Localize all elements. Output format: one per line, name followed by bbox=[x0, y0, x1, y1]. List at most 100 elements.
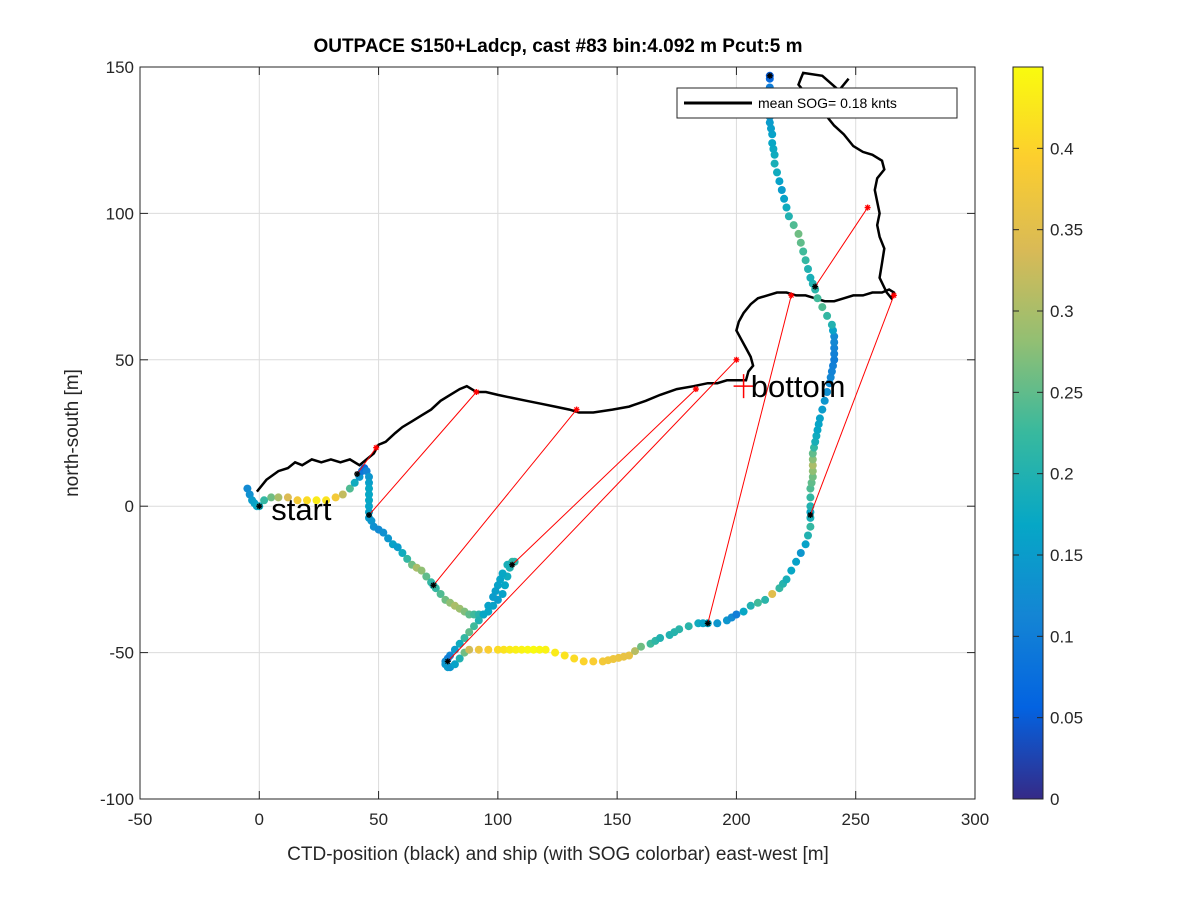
ship-track-point bbox=[384, 534, 393, 543]
ship-track-point bbox=[260, 496, 269, 505]
ship-track-point bbox=[799, 247, 808, 256]
ship-track-point bbox=[804, 265, 812, 273]
plot-frame bbox=[139, 66, 976, 800]
x-tick-label: 150 bbox=[603, 810, 631, 829]
ship-track-point bbox=[823, 388, 832, 396]
ctd-marker bbox=[354, 471, 360, 477]
ship-track-point bbox=[365, 490, 373, 499]
bottom-marker bbox=[733, 374, 754, 399]
ship-track-point bbox=[501, 581, 509, 590]
ship-track-point bbox=[455, 639, 464, 648]
ship-track-point bbox=[761, 595, 770, 604]
ctd-marker bbox=[445, 658, 451, 665]
ship-track-point bbox=[484, 645, 493, 654]
ship-track-point bbox=[589, 657, 598, 666]
ship-track-point bbox=[365, 484, 373, 493]
ship-track-point bbox=[379, 528, 388, 537]
ctd-track-line bbox=[255, 71, 896, 493]
ship-track-point bbox=[398, 549, 407, 557]
ship-track-point bbox=[551, 648, 560, 657]
ship-track-point bbox=[806, 493, 815, 502]
ship-track-point bbox=[499, 645, 508, 654]
link-line bbox=[814, 207, 869, 287]
plot-area bbox=[243, 71, 897, 672]
ship-track-point bbox=[517, 645, 526, 654]
ctd-marker bbox=[705, 620, 711, 626]
ship-track-point bbox=[787, 566, 796, 575]
link-line bbox=[511, 388, 697, 566]
link-line bbox=[356, 447, 377, 475]
ship-track-point bbox=[338, 490, 347, 499]
ship-track-point bbox=[474, 645, 483, 654]
ship-track-point bbox=[794, 229, 803, 238]
ship-track-point bbox=[804, 531, 812, 540]
ship-track-point bbox=[820, 396, 829, 405]
ship-track-point bbox=[713, 619, 722, 628]
ship-track-point bbox=[465, 628, 474, 637]
ship-track-point bbox=[560, 651, 569, 660]
ship-track-point bbox=[493, 645, 502, 654]
colorbar-tick-label: 0.4 bbox=[1050, 139, 1074, 158]
ship-track-point bbox=[331, 493, 340, 502]
ship-track-point bbox=[808, 472, 817, 481]
ship-track-point bbox=[535, 645, 544, 654]
ship-track-point bbox=[823, 311, 832, 320]
ship-track-point bbox=[808, 461, 817, 470]
link-line bbox=[809, 295, 895, 516]
ship-track-point bbox=[625, 651, 634, 660]
ship-track-point bbox=[777, 186, 786, 194]
colorbar-tick-label: 0.2 bbox=[1050, 465, 1074, 484]
ship-track-point bbox=[815, 414, 824, 423]
ship-track-point bbox=[523, 645, 532, 654]
ship-track-point bbox=[813, 294, 822, 303]
link-line bbox=[368, 391, 477, 516]
y-tick-label: 0 bbox=[125, 497, 134, 516]
ship-track-point bbox=[460, 634, 469, 642]
ship-track-point bbox=[818, 303, 827, 312]
ship-track-point bbox=[455, 654, 464, 663]
ship-track-point bbox=[484, 601, 493, 610]
ship-track-point bbox=[474, 616, 483, 625]
ctd-marker bbox=[509, 562, 515, 568]
ship-track-point bbox=[753, 598, 762, 607]
y-tick-label: 50 bbox=[115, 351, 134, 370]
ship-track-point bbox=[782, 203, 791, 212]
ship-marker bbox=[788, 292, 794, 299]
ship-track-point bbox=[792, 557, 801, 566]
ship-track-point bbox=[312, 496, 321, 505]
y-tick-label: 150 bbox=[106, 58, 134, 77]
ship-track-point bbox=[570, 654, 579, 663]
ship-track-point bbox=[403, 554, 412, 563]
y-tick-label: -100 bbox=[100, 790, 134, 809]
chart-title: OUTPACE S150+Ladcp, cast #83 bin:4.092 m… bbox=[313, 36, 802, 57]
ship-track-point bbox=[465, 645, 474, 654]
ship-track-point bbox=[796, 549, 805, 557]
ship-track-point bbox=[830, 338, 839, 347]
ship-marker bbox=[733, 357, 740, 363]
ship-track-point bbox=[801, 540, 810, 549]
ship-track-point bbox=[417, 566, 426, 575]
x-tick-label: -50 bbox=[128, 810, 153, 829]
ship-markers bbox=[373, 204, 897, 451]
ship-track-point bbox=[765, 118, 774, 127]
ship-track-point bbox=[267, 493, 276, 502]
y-tick-label: -50 bbox=[109, 644, 134, 663]
ship-marker bbox=[693, 386, 699, 392]
ctd-marker bbox=[430, 582, 437, 588]
ship-track-point bbox=[827, 320, 836, 329]
ship-track-point bbox=[784, 212, 793, 221]
colorbar-tick-label: 0.05 bbox=[1050, 709, 1083, 728]
ship-track-point bbox=[818, 405, 827, 414]
x-tick-label: 250 bbox=[842, 810, 870, 829]
ship-track-point bbox=[436, 590, 445, 598]
ship-track-point bbox=[806, 273, 815, 282]
ship-track-point bbox=[505, 645, 514, 654]
ship-track-point bbox=[801, 256, 810, 265]
ship-track-point bbox=[511, 645, 520, 654]
ship-track-point bbox=[345, 484, 354, 493]
colorbar-ticks: 0 0.05 0.1 0.15 0.2 0.25 0.3 0.35 0.4 bbox=[1013, 139, 1083, 809]
ship-track-point bbox=[365, 496, 373, 505]
ship-track-point bbox=[503, 560, 512, 569]
ctd-markers bbox=[256, 72, 819, 665]
